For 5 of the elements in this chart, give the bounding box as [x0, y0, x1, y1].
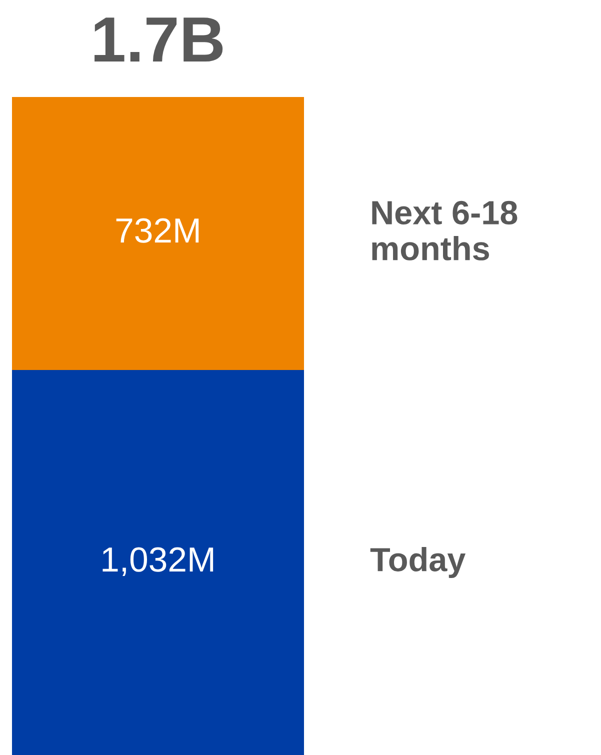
- data-label: 1,032M: [102, 547, 214, 576]
- total-label: 1.7B: [94, 18, 223, 62]
- text: Next 6-18 months: [372, 200, 518, 260]
- series-label: Today: [370, 546, 466, 578]
- data-label: 732M: [116, 218, 199, 243]
